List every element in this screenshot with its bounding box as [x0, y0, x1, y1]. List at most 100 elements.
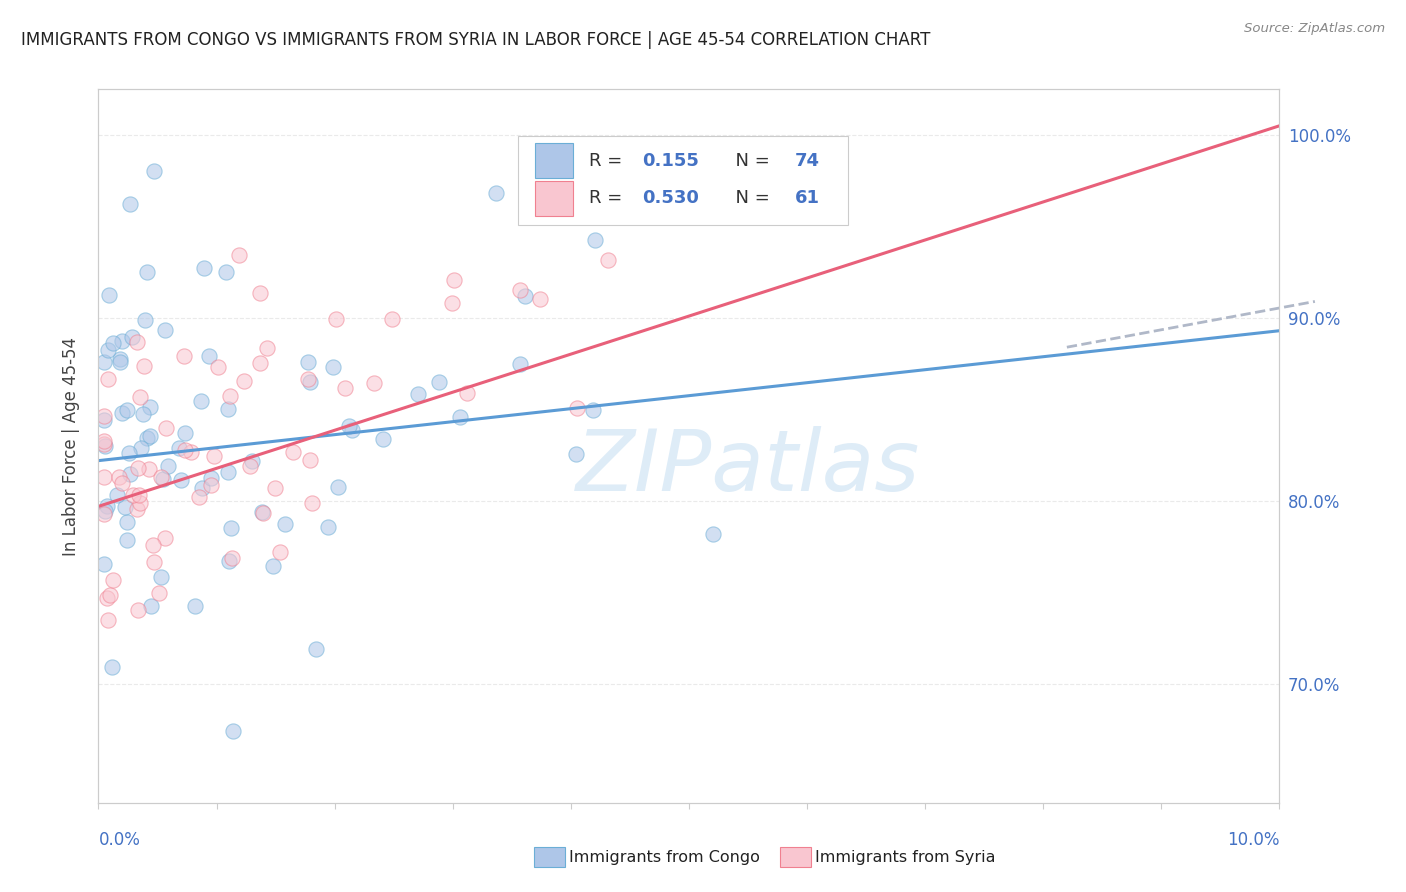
Point	[134, 312, 156, 326]
Point	[191, 481, 214, 495]
Point	[249, 356, 271, 370]
Point	[114, 500, 136, 514]
Point	[118, 467, 141, 482]
Point	[264, 481, 287, 495]
Point	[134, 359, 156, 374]
Point	[333, 381, 356, 395]
Point	[217, 401, 239, 416]
Point	[256, 341, 278, 355]
Point	[252, 506, 274, 520]
Point	[221, 551, 243, 566]
Point	[325, 312, 347, 326]
Point	[301, 495, 323, 509]
Point	[150, 470, 173, 484]
Point	[125, 502, 148, 516]
Point	[219, 389, 242, 403]
Text: ZIPatlas: ZIPatlas	[576, 425, 920, 509]
Bar	[536, 181, 574, 216]
Text: R =: R =	[589, 152, 627, 169]
Point	[115, 516, 138, 530]
Point	[322, 359, 344, 374]
Point	[143, 555, 166, 569]
Point	[101, 573, 124, 587]
Point	[97, 343, 120, 357]
Point	[125, 335, 148, 350]
Point	[94, 504, 117, 518]
Point	[108, 351, 131, 366]
Point	[167, 441, 190, 455]
Point	[232, 375, 254, 389]
Point	[281, 444, 304, 458]
Point	[262, 558, 284, 573]
Point	[565, 447, 588, 461]
Point	[274, 517, 297, 532]
Point	[184, 599, 207, 613]
Point	[97, 372, 120, 386]
Point	[583, 233, 606, 247]
Point	[139, 400, 162, 414]
Text: R =: R =	[589, 189, 627, 207]
Point	[149, 570, 172, 584]
Text: N =: N =	[724, 189, 776, 207]
Point	[297, 372, 319, 386]
Point	[509, 283, 531, 297]
Point	[98, 288, 121, 302]
Point	[298, 375, 321, 389]
Point	[111, 334, 134, 349]
Text: 61: 61	[796, 189, 820, 207]
Point	[127, 603, 149, 617]
Point	[96, 591, 118, 606]
Point	[513, 289, 536, 303]
Text: 0.530: 0.530	[641, 189, 699, 207]
Point	[180, 445, 202, 459]
Point	[94, 439, 117, 453]
Point	[337, 419, 360, 434]
Point	[198, 349, 221, 363]
Point	[96, 500, 118, 514]
Point	[239, 459, 262, 474]
Point	[148, 586, 170, 600]
Point	[221, 723, 243, 738]
Point	[529, 292, 551, 306]
Point	[485, 186, 508, 200]
Point	[427, 375, 450, 389]
Point	[174, 443, 197, 458]
Point	[202, 449, 225, 463]
Point	[127, 461, 149, 475]
Point	[132, 407, 155, 421]
Point	[143, 163, 166, 178]
Point	[142, 538, 165, 552]
Point	[93, 409, 115, 423]
Point	[250, 505, 273, 519]
Point	[136, 265, 159, 279]
Point	[190, 393, 212, 408]
Point	[121, 330, 143, 344]
Point	[153, 323, 176, 337]
Point	[93, 412, 115, 426]
Point	[152, 472, 174, 486]
Bar	[536, 144, 574, 178]
Point	[316, 520, 339, 534]
Point	[193, 261, 215, 276]
Text: 74: 74	[796, 152, 820, 169]
Point	[214, 265, 236, 279]
Point	[565, 401, 588, 416]
Point	[381, 312, 404, 326]
Point	[155, 421, 177, 435]
Point	[97, 613, 120, 627]
Point	[93, 434, 115, 448]
Point	[128, 488, 150, 502]
Point	[173, 349, 195, 363]
Point	[129, 441, 152, 455]
Point	[240, 454, 263, 468]
Point	[173, 425, 195, 440]
Point	[128, 390, 150, 404]
Point	[105, 488, 128, 502]
Point	[93, 507, 115, 521]
Point	[219, 521, 242, 535]
Point	[509, 358, 531, 372]
Point	[93, 557, 115, 571]
Point	[98, 588, 121, 602]
Point	[200, 471, 222, 485]
Text: IMMIGRANTS FROM CONGO VS IMMIGRANTS FROM SYRIA IN LABOR FORCE | AGE 45-54 CORREL: IMMIGRANTS FROM CONGO VS IMMIGRANTS FROM…	[21, 31, 931, 49]
